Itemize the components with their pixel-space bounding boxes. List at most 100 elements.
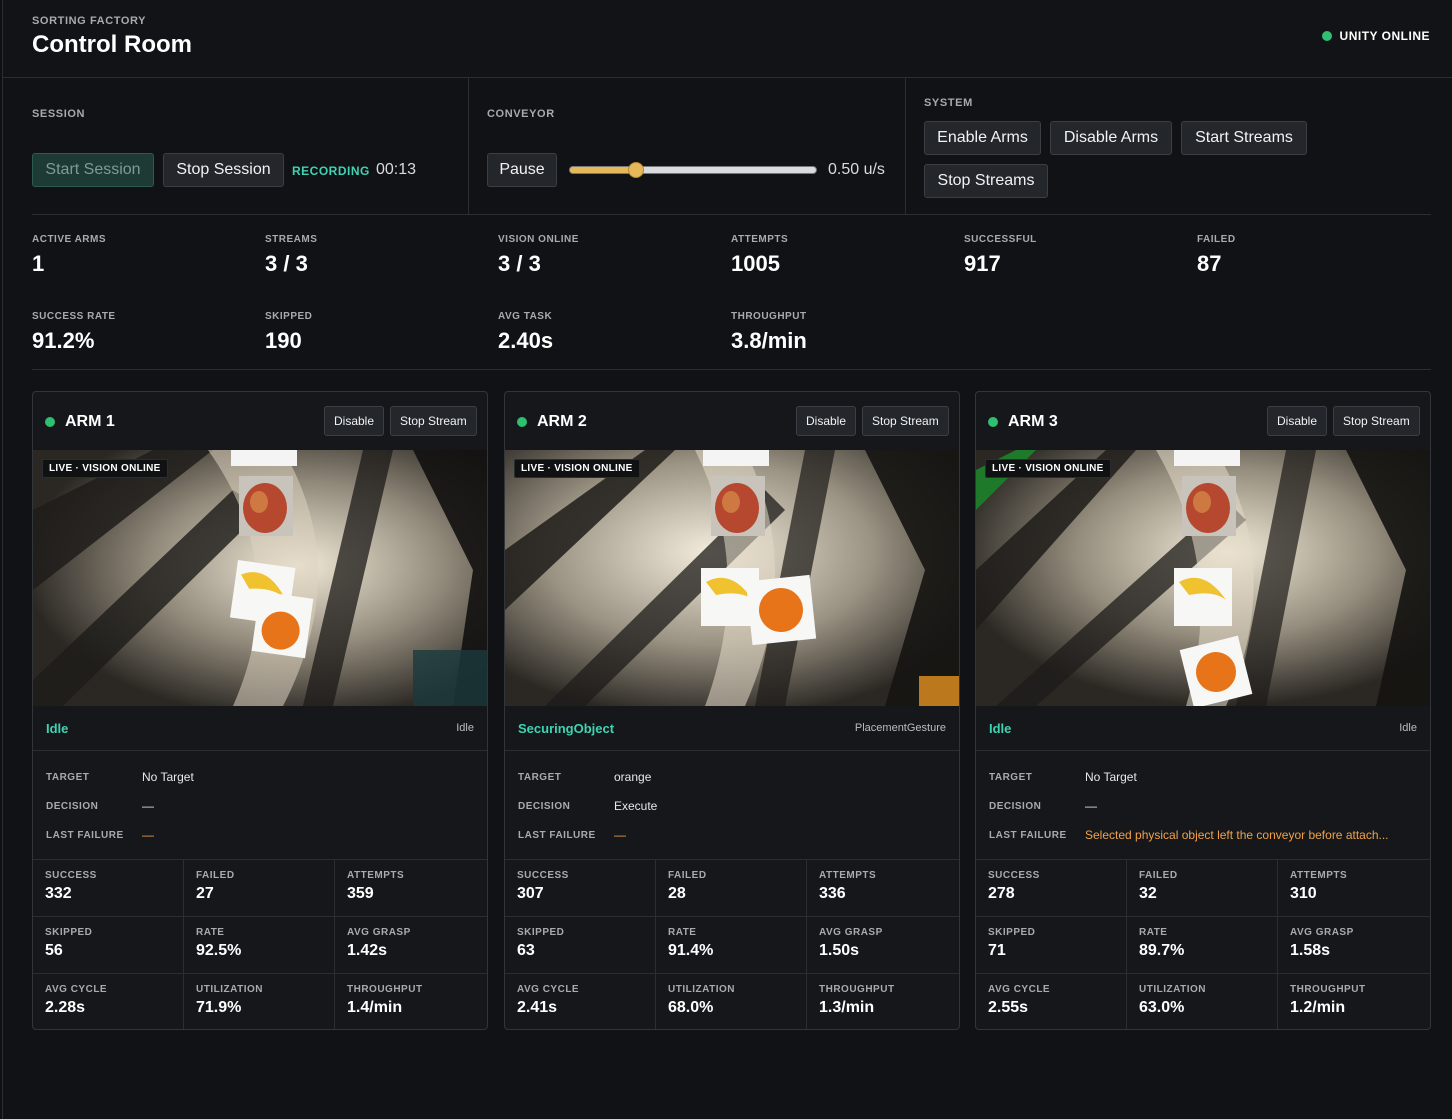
slider-thumb[interactable]: [627, 162, 644, 178]
metric-value: 332: [45, 885, 72, 902]
arm-info: TARGET No Target DECISION — LAST FAILURE…: [976, 752, 1430, 860]
stat-label: SUCCESSFUL: [964, 234, 1037, 245]
metric-label: SUCCESS: [45, 870, 97, 881]
metric-cell: SKIPPED 63: [505, 917, 656, 974]
status-dot-icon: [1321, 31, 1332, 41]
metric-cell: SKIPPED 56: [33, 917, 184, 974]
last-failure-value: —: [142, 828, 154, 842]
target-value: orange: [614, 770, 652, 784]
summary-stats: ACTIVE ARMS 1 STREAMS 3 / 3 VISION ONLIN…: [32, 216, 1431, 370]
start-streams-button[interactable]: Start Streams: [1181, 121, 1307, 155]
metric-value: 63: [517, 942, 535, 959]
arm-gesture: PlacementGesture: [854, 722, 946, 734]
metric-cell: FAILED 28: [656, 860, 807, 917]
metric-value: 2.55s: [988, 999, 1029, 1016]
metric-label: SKIPPED: [988, 927, 1036, 938]
pause-conveyor-button[interactable]: Pause: [487, 153, 557, 187]
metric-cell: ATTEMPTS 359: [335, 860, 487, 917]
stat-value: 3 / 3: [498, 251, 541, 276]
metric-value: 71.9%: [196, 999, 242, 1016]
arm-gesture: Idle: [1399, 722, 1417, 734]
metric-value: 89.7%: [1139, 942, 1185, 959]
camera-feed: LIVE · VISION ONLINE: [33, 450, 487, 706]
stat-label: SUCCESS RATE: [32, 311, 116, 322]
arm-metrics: SUCCESS 332 FAILED 27 ATTEMPTS 359 SKIPPED 5…: [33, 860, 487, 1029]
arm-disable-button[interactable]: Disable: [324, 406, 385, 436]
camera-feed: LIVE · VISION ONLINE: [505, 450, 959, 706]
stat-label: ATTEMPTS: [731, 234, 789, 245]
arm-stop-stream-button[interactable]: Stop Stream: [1333, 406, 1420, 436]
stat-value: 3 / 3: [265, 251, 308, 276]
stat-active-arms: ACTIVE ARMS 1: [32, 234, 252, 277]
metric-label: RATE: [1139, 927, 1168, 938]
stat-failed: FAILED 87: [1197, 234, 1417, 277]
arm-info: TARGET No Target DECISION — LAST FAILURE…: [33, 752, 487, 860]
arm-card-header: ARM 1 Disable Stop Stream: [33, 392, 487, 450]
arm-status-dot-icon: [45, 417, 55, 427]
target-label: TARGET: [518, 772, 562, 783]
metric-value: 2.28s: [45, 999, 86, 1016]
metric-value: 336: [819, 885, 846, 902]
metric-label: UTILIZATION: [668, 984, 735, 995]
metric-value: 68.0%: [668, 999, 714, 1016]
metric-label: RATE: [196, 927, 225, 938]
metric-label: UTILIZATION: [196, 984, 263, 995]
arm-card-3: ARM 3 Disable Stop Stream: [975, 391, 1431, 1030]
stat-value: 91.2%: [32, 328, 95, 353]
disable-arms-button[interactable]: Disable Arms: [1050, 121, 1172, 155]
stat-label: AVG TASK: [498, 311, 553, 322]
unity-status-label: UNITY ONLINE: [1339, 29, 1430, 43]
metric-label: ATTEMPTS: [347, 870, 405, 881]
arm-gesture: Idle: [456, 722, 474, 734]
metric-value: 1.2/min: [1290, 999, 1346, 1016]
metric-cell: UTILIZATION 68.0%: [656, 974, 807, 1029]
camera-feed-image: [33, 450, 487, 706]
stop-streams-button[interactable]: Stop Streams: [924, 164, 1048, 198]
stat-value: 2.40s: [498, 328, 554, 353]
arm-name: ARM 1: [65, 413, 115, 430]
decision-value: —: [142, 799, 154, 813]
arm-status-dot-icon: [517, 417, 527, 427]
stat-label: SKIPPED: [265, 311, 313, 322]
arm-card-header: ARM 2 Disable Stop Stream: [505, 392, 959, 450]
stat-value: 87: [1197, 251, 1222, 276]
stat-value: 917: [964, 251, 1001, 276]
metric-value: 1.4/min: [347, 999, 403, 1016]
live-vision-badge: LIVE · VISION ONLINE: [514, 459, 640, 478]
arm-stop-stream-button[interactable]: Stop Stream: [390, 406, 477, 436]
arm-disable-button[interactable]: Disable: [796, 406, 857, 436]
metric-value: 91.4%: [668, 942, 714, 959]
metric-value: 307: [517, 885, 544, 902]
metric-label: SKIPPED: [45, 927, 93, 938]
live-vision-badge: LIVE · VISION ONLINE: [985, 459, 1111, 478]
enable-arms-button[interactable]: Enable Arms: [924, 121, 1041, 155]
start-session-button[interactable]: Start Session: [32, 153, 154, 187]
arm-card-1: ARM 1 Disable Stop Stream: [32, 391, 488, 1030]
stop-session-button[interactable]: Stop Session: [163, 153, 284, 187]
metric-cell: AVG CYCLE 2.55s: [976, 974, 1127, 1029]
arm-info: TARGET orange DECISION Execute LAST FAIL…: [505, 752, 959, 860]
metric-value: 1.3/min: [819, 999, 875, 1016]
metric-value: 2.41s: [517, 999, 558, 1016]
metric-label: THROUGHPUT: [347, 984, 423, 995]
metric-label: RATE: [668, 927, 697, 938]
target-value: No Target: [1085, 770, 1137, 784]
conveyor-speed-slider[interactable]: [569, 166, 817, 174]
conveyor-label: CONVEYOR: [487, 108, 555, 120]
metric-label: UTILIZATION: [1139, 984, 1206, 995]
last-failure-value: —: [614, 828, 626, 842]
metric-cell: FAILED 27: [184, 860, 335, 917]
metric-label: THROUGHPUT: [1290, 984, 1366, 995]
metric-cell: FAILED 32: [1127, 860, 1278, 917]
arm-name: ARM 2: [537, 413, 587, 430]
metric-value: 28: [668, 885, 686, 902]
arm-disable-button[interactable]: Disable: [1267, 406, 1328, 436]
arm-stop-stream-button[interactable]: Stop Stream: [862, 406, 949, 436]
decision-label: DECISION: [518, 801, 571, 812]
metric-cell: UTILIZATION 63.0%: [1127, 974, 1278, 1029]
metric-cell: SUCCESS 332: [33, 860, 184, 917]
metric-value: 1.58s: [1290, 942, 1331, 959]
conveyor-panel: CONVEYOR Pause 0.50 u/s: [469, 78, 906, 214]
stat-label: STREAMS: [265, 234, 318, 245]
camera-feed-image: [976, 450, 1430, 706]
